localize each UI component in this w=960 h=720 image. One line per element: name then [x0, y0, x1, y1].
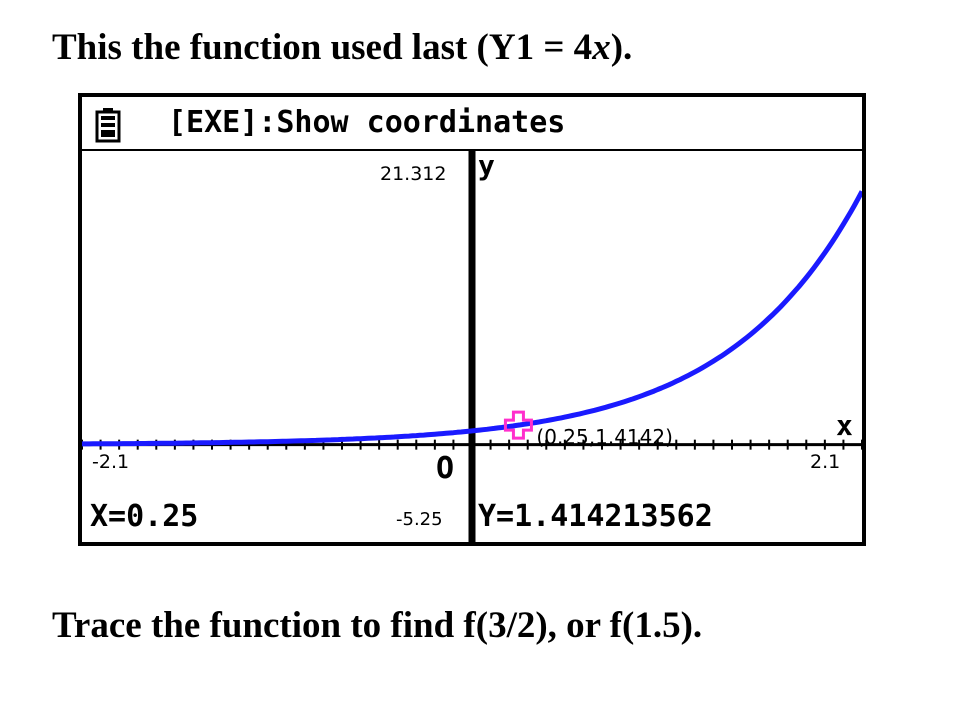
- graph-area[interactable]: [82, 97, 862, 542]
- y-min-label: -5.25: [396, 509, 443, 530]
- y-max-label: 21.312: [380, 163, 447, 185]
- calculator-screen: [EXE]:Show coordinates 21.312 -5.25 -2.1…: [78, 93, 866, 546]
- calculator-display: [EXE]:Show coordinates 21.312 -5.25 -2.1…: [82, 97, 862, 542]
- slide-caption-text: Trace the function to find f(3/2), or f(…: [52, 605, 703, 646]
- y-readout: Y=1.414213562: [478, 499, 713, 534]
- x-readout: X=0.25: [90, 499, 199, 534]
- slide-caption: Trace the function to find f(3/2), or f(…: [52, 604, 702, 647]
- origin-label: O: [436, 450, 455, 486]
- slide-title-text: This the function used last (Y1 = 4x).: [52, 27, 633, 68]
- x-min-label: -2.1: [92, 450, 130, 473]
- y-axis-letter: y: [478, 149, 495, 182]
- status-hint: [EXE]:Show coordinates: [168, 105, 566, 140]
- trace-coordinate-label: (0.25,1.4142): [536, 424, 673, 449]
- trace-cursor: [503, 410, 533, 440]
- slide-title: This the function used last (Y1 = 4x).: [52, 26, 632, 69]
- status-bar: [EXE]:Show coordinates: [82, 97, 862, 151]
- function-curve: [82, 190, 862, 447]
- x-axis-letter: x: [836, 408, 853, 442]
- trace-cursor-icon: [503, 410, 533, 440]
- x-max-label: 2.1: [810, 450, 841, 473]
- battery-icon: [95, 108, 121, 143]
